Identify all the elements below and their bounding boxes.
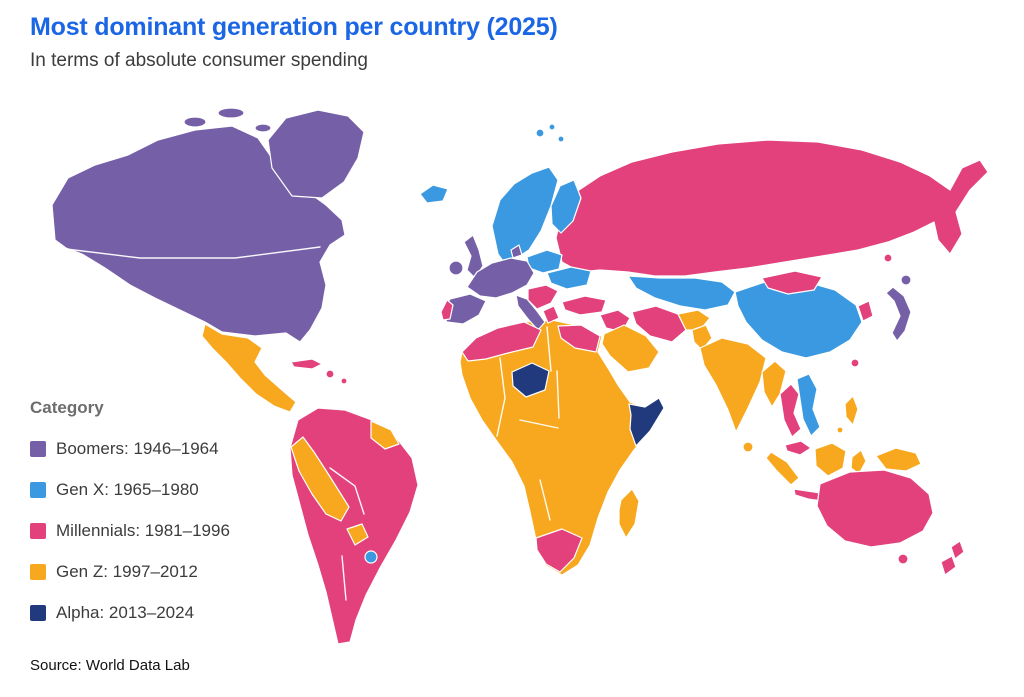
region-new-zealand-north	[950, 540, 965, 560]
region-arctic-island	[183, 116, 207, 128]
region-mongolia	[761, 270, 823, 295]
region-kazakhstan-central-asia	[627, 275, 736, 311]
source-note: Source: World Data Lab	[30, 657, 190, 674]
border-line	[329, 467, 365, 515]
legend-item-alpha: Alpha: 2013–2024	[30, 603, 230, 623]
region-taiwan	[850, 358, 860, 368]
region-arctic-island	[254, 123, 272, 133]
region-somalia	[628, 397, 665, 447]
region-balkans	[527, 284, 559, 310]
region-north-america	[51, 125, 346, 343]
region-south-africa	[535, 528, 583, 573]
region-northwest-africa	[461, 321, 542, 362]
page-subtitle: In terms of absolute consumer spending	[30, 50, 368, 71]
region-arctic-island	[217, 107, 245, 119]
region-malaysia	[784, 440, 812, 456]
region-sulawesi	[850, 449, 867, 475]
region-new-zealand-south	[940, 555, 957, 576]
legend-item-millennials: Millennials: 1981–1996	[30, 521, 230, 541]
region-sumatra	[765, 451, 800, 486]
region-guyanas	[370, 420, 400, 450]
region-niger	[511, 362, 550, 398]
region-philippines-island	[836, 426, 844, 434]
legend-label-genx: Gen X: 1965–1980	[56, 480, 199, 499]
region-japan	[885, 286, 912, 342]
region-sakhalin	[883, 253, 893, 263]
region-greenland	[267, 109, 365, 199]
legend-swatch-genz	[30, 564, 46, 580]
legend-title: Category	[30, 398, 104, 417]
region-india	[699, 337, 767, 433]
border-line	[556, 370, 560, 419]
region-portugal	[440, 299, 454, 321]
region-tasmania	[897, 553, 909, 565]
region-australia	[816, 469, 934, 548]
legend: Category Boomers: 1946–1964 Gen X: 1965–…	[30, 398, 230, 623]
page-title: Most dominant generation per country (20…	[30, 13, 558, 41]
map-regions	[51, 107, 989, 645]
region-hokkaido	[900, 274, 912, 286]
legend-label-alpha: Alpha: 2013–2024	[56, 603, 195, 622]
region-svalbard	[557, 135, 565, 143]
region-korea	[857, 300, 874, 322]
region-saudi-arabia	[601, 324, 660, 373]
border-line	[519, 419, 559, 429]
region-thailand	[779, 383, 802, 438]
border-line	[341, 555, 347, 601]
region-finland	[550, 179, 582, 234]
legend-swatch-genx	[30, 482, 46, 498]
region-vietnam-laos	[796, 373, 821, 437]
region-greece	[542, 305, 560, 324]
legend-label-genz: Gen Z: 1997–2012	[56, 562, 198, 581]
region-russia	[555, 139, 989, 277]
legend-item-boomers: Boomers: 1946–1964	[30, 439, 230, 459]
region-philippines	[844, 395, 859, 426]
region-spain	[439, 293, 487, 325]
region-cuba	[290, 358, 323, 370]
region-iceland	[419, 184, 449, 204]
border-line	[57, 246, 321, 259]
region-afghanistan	[677, 309, 711, 331]
region-paraguay	[346, 523, 369, 546]
region-caribbean-island	[340, 377, 348, 385]
region-western-europe	[466, 257, 535, 299]
region-turkey	[561, 295, 607, 316]
border-line	[539, 479, 551, 521]
legend-swatch-alpha	[30, 605, 46, 621]
region-uruguay	[364, 550, 378, 564]
region-scandinavia	[491, 166, 559, 262]
border-line	[496, 357, 506, 437]
country-border-lines	[57, 246, 560, 601]
region-iran	[631, 305, 687, 343]
region-madagascar	[618, 488, 640, 539]
legend-label-millennials: Millennials: 1981–1996	[56, 521, 230, 540]
legend-item-genz: Gen Z: 1997–2012	[30, 562, 230, 582]
region-ukraine	[546, 266, 592, 290]
legend-swatch-millennials	[30, 523, 46, 539]
legend-swatch-boomers	[30, 441, 46, 457]
region-svalbard	[535, 128, 545, 138]
region-new-guinea	[875, 447, 922, 472]
legend-label-boomers: Boomers: 1946–1964	[56, 439, 219, 458]
region-hispaniola	[325, 369, 335, 379]
border-line	[546, 326, 552, 372]
legend-item-genx: Gen X: 1965–1980	[30, 480, 230, 500]
region-egypt	[557, 324, 601, 353]
region-svalbard	[548, 123, 556, 131]
region-pakistan	[691, 324, 713, 351]
region-sri-lanka	[742, 441, 754, 453]
region-denmark	[510, 244, 523, 259]
region-ireland	[448, 260, 464, 276]
region-mexico-central-america	[201, 323, 297, 413]
region-peru-bolivia	[290, 436, 350, 522]
region-borneo	[814, 442, 847, 477]
